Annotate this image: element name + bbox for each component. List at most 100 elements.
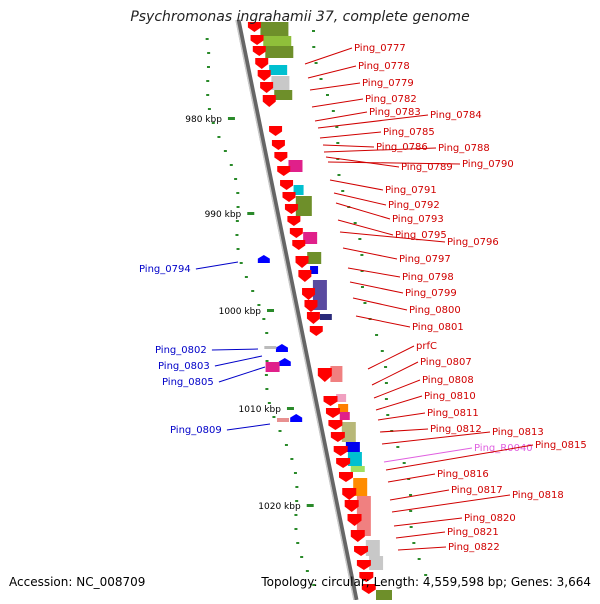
gene-arrow[interactable] [247,22,261,32]
gene-arrow[interactable] [274,152,288,162]
gene-label[interactable]: Ping_0810 [424,391,476,402]
feature-block [356,496,371,536]
gene-label[interactable]: Ping_0777 [354,43,406,54]
gene-label[interactable]: Ping_0784 [430,110,482,121]
gene-label[interactable]: Ping_0815 [535,440,587,451]
gene-arrow[interactable] [330,432,345,442]
gc-dot [229,164,233,166]
gene-arrow[interactable] [289,228,303,238]
gene-label[interactable]: Ping_0782 [365,94,417,105]
gene-arrow[interactable] [338,472,353,482]
feature-block [339,412,350,420]
gene-label[interactable]: Ping_0800 [409,305,461,316]
gene-label[interactable]: Ping_0786 [376,142,428,153]
gene-arrow[interactable] [252,46,266,56]
gene-label[interactable]: Ping_R0040 [474,443,533,454]
gene-arrow[interactable] [250,35,264,45]
gene-arrow[interactable] [361,584,376,594]
gene-label[interactable]: Ping_0811 [427,408,479,419]
gene-label[interactable]: prfC [416,341,437,352]
gene-arrow[interactable] [271,140,285,150]
gene-arrow[interactable] [275,344,288,352]
gene-arrow[interactable] [290,414,303,422]
gene-label[interactable]: Ping_0790 [462,159,514,170]
gene-label[interactable]: Ping_0793 [392,214,444,225]
feature-block [295,196,312,216]
gene-label[interactable]: Ping_0816 [437,469,489,480]
gene-arrow[interactable] [328,420,343,430]
gene-label[interactable]: Ping_0805 [162,377,214,388]
gene-label[interactable]: Ping_0803 [158,361,210,372]
gene-label[interactable]: Ping_0783 [369,107,421,118]
gene-label[interactable]: Ping_0779 [362,78,414,89]
gene-arrow[interactable] [304,300,318,312]
gene-label[interactable]: Ping_0785 [383,127,435,138]
gene-label[interactable]: Ping_0813 [492,427,544,438]
gene-arrow[interactable] [336,458,351,468]
gene-arrow[interactable] [306,312,320,324]
gene-arrow[interactable] [257,255,270,263]
gene-label[interactable]: Ping_0789 [401,162,453,173]
gene-label[interactable]: Ping_0808 [422,375,474,386]
gene-arrow[interactable] [298,270,312,282]
gene-arrow[interactable] [262,95,276,107]
gene-label[interactable]: Ping_0792 [388,200,440,211]
feature-block [345,442,360,452]
gene-label[interactable]: Ping_0821 [447,527,499,538]
gene-label[interactable]: Ping_0796 [447,237,499,248]
gene-arrow[interactable] [323,396,338,406]
gc-dot [412,542,416,544]
gene-arrow[interactable] [255,58,269,69]
gene-arrow[interactable] [284,204,298,214]
gene-arrow[interactable] [359,572,374,582]
gc-dot [384,366,388,368]
gene-arrow[interactable] [269,126,283,136]
gene-label[interactable]: Ping_0812 [430,424,482,435]
gene-arrow[interactable] [333,446,348,456]
gene-label[interactable]: Ping_0809 [170,425,222,436]
gene-arrow[interactable] [257,70,271,81]
gene-arrow[interactable] [278,358,291,366]
gene-arrow[interactable] [347,514,362,526]
gene-arrow[interactable] [344,500,359,512]
gene-label[interactable]: Ping_0778 [358,61,410,72]
gene-arrow[interactable] [342,488,357,500]
gene-arrow[interactable] [287,216,301,226]
gene-label[interactable]: Ping_0794 [139,264,191,275]
gene-label[interactable]: Ping_0807 [420,357,472,368]
gene-arrow[interactable] [354,546,369,556]
gene-arrow[interactable] [309,326,323,336]
gene-arrow[interactable] [302,288,316,300]
gene-label[interactable]: Ping_0788 [438,143,490,154]
scale-tick-label: 990 kbp [205,210,242,220]
gene-arrow[interactable] [350,530,365,542]
gene-label[interactable]: Ping_0795 [395,230,447,241]
gene-arrow[interactable] [280,180,294,190]
gene-arrow[interactable] [317,368,332,382]
feature-block [369,556,384,570]
gene-label[interactable]: Ping_0817 [451,485,503,496]
gene-arrow[interactable] [282,192,296,202]
gene-arrow[interactable] [292,240,306,250]
gene-label[interactable]: Ping_0799 [405,288,457,299]
gene-arrow[interactable] [325,408,340,418]
gene-arrow[interactable] [295,256,309,268]
gc-dot [205,38,209,40]
gene-label[interactable]: Ping_0820 [464,513,516,524]
gene-label[interactable]: Ping_0818 [512,490,564,501]
gene-label[interactable]: Ping_0791 [385,185,437,196]
gc-dot [294,528,298,530]
gene-label[interactable]: Ping_0802 [155,345,207,356]
gene-arrow[interactable] [260,82,274,93]
gene-label-leader [381,431,491,445]
gc-dot [211,122,215,124]
gene-label[interactable]: Ping_0822 [448,542,500,553]
gene-label[interactable]: Ping_0801 [412,322,464,333]
gc-dot [384,382,388,384]
gene-label[interactable]: Ping_0798 [402,272,454,283]
gene-arrow[interactable] [356,560,371,570]
gene-label[interactable]: Ping_0797 [399,254,451,265]
gc-dot [409,510,413,512]
gene-arrow[interactable] [277,166,291,176]
